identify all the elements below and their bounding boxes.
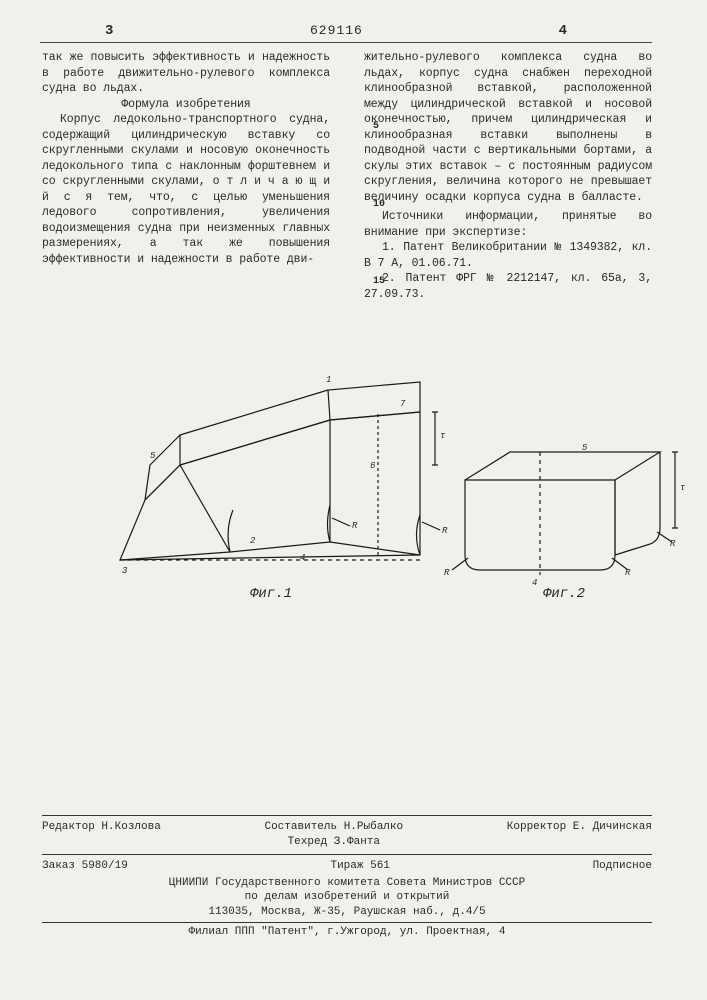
- callout: 7: [400, 398, 405, 410]
- callout: R: [444, 567, 449, 579]
- line-num: 10: [373, 198, 385, 212]
- callout: 2: [250, 535, 255, 547]
- para: Корпус ледокольно-транспортного судна, с…: [42, 112, 330, 267]
- callout: R: [670, 538, 675, 550]
- tirazh: Тираж 561: [330, 859, 389, 874]
- callout: R: [625, 567, 630, 579]
- footer: Редактор Н.Козлова Составитель Н.Рыбалко…: [42, 813, 652, 940]
- editor: Редактор Н.Козлова: [42, 820, 161, 850]
- callout: τ: [680, 482, 685, 494]
- sub: Подписное: [593, 859, 652, 874]
- callout: 5: [582, 442, 587, 454]
- claim-title: Формула изобретения: [42, 97, 330, 113]
- compiler: Составитель Н.Рыбалко: [264, 821, 403, 833]
- org: по делам изобретений и открытий: [42, 890, 652, 905]
- source: 2. Патент ФРГ № 2212147, кл. 65а, 3, 27.…: [364, 271, 652, 302]
- patent-number: 629116: [310, 22, 363, 40]
- right-column: жительно-рулевого комплекса судна во льд…: [364, 50, 652, 302]
- corrector: Корректор Е. Дичинская: [507, 820, 652, 850]
- callout: R: [352, 520, 357, 532]
- page-num-left: 3: [105, 22, 113, 41]
- text-columns: так же повысить эффективность и надежнос…: [42, 50, 652, 302]
- callout: 4: [300, 552, 305, 564]
- rule: [40, 42, 652, 43]
- tech: Техред З.Фанта: [288, 836, 380, 848]
- left-column: так же повысить эффективность и надежнос…: [42, 50, 330, 267]
- figure-svg: [0, 330, 707, 640]
- addr: 113035, Москва, Ж-35, Раушская наб., д.4…: [42, 905, 652, 920]
- callout: R: [442, 525, 447, 537]
- para: жительно-рулевого комплекса судна во льд…: [364, 50, 652, 205]
- callout: 4: [532, 577, 537, 589]
- callout: 6: [370, 460, 375, 472]
- line-num: 15: [373, 275, 385, 289]
- callout: 3: [122, 565, 127, 577]
- callout: 1: [326, 374, 331, 386]
- callout: 5: [150, 450, 155, 462]
- branch: Филиал ППП "Патент", г.Ужгород, ул. Прое…: [42, 925, 652, 940]
- org: ЦНИИПИ Государственного комитета Совета …: [42, 876, 652, 891]
- fig-label: Фиг.1: [250, 585, 292, 604]
- para: так же повысить эффективность и надежнос…: [42, 50, 330, 97]
- order: Заказ 5980/19: [42, 859, 128, 874]
- page-num-right: 4: [559, 22, 567, 41]
- source: 1. Патент Великобритании № 1349382, кл. …: [364, 240, 652, 271]
- line-num: 5: [373, 120, 379, 134]
- figures: 1 2 3 4 5 6 7 τ R R 5 4 R R R τ Фиг.1 Фи…: [0, 330, 707, 640]
- fig-label: Фиг.2: [543, 585, 585, 604]
- callout: τ: [440, 430, 445, 442]
- sources-title: Источники информации, принятые во вниман…: [364, 209, 652, 240]
